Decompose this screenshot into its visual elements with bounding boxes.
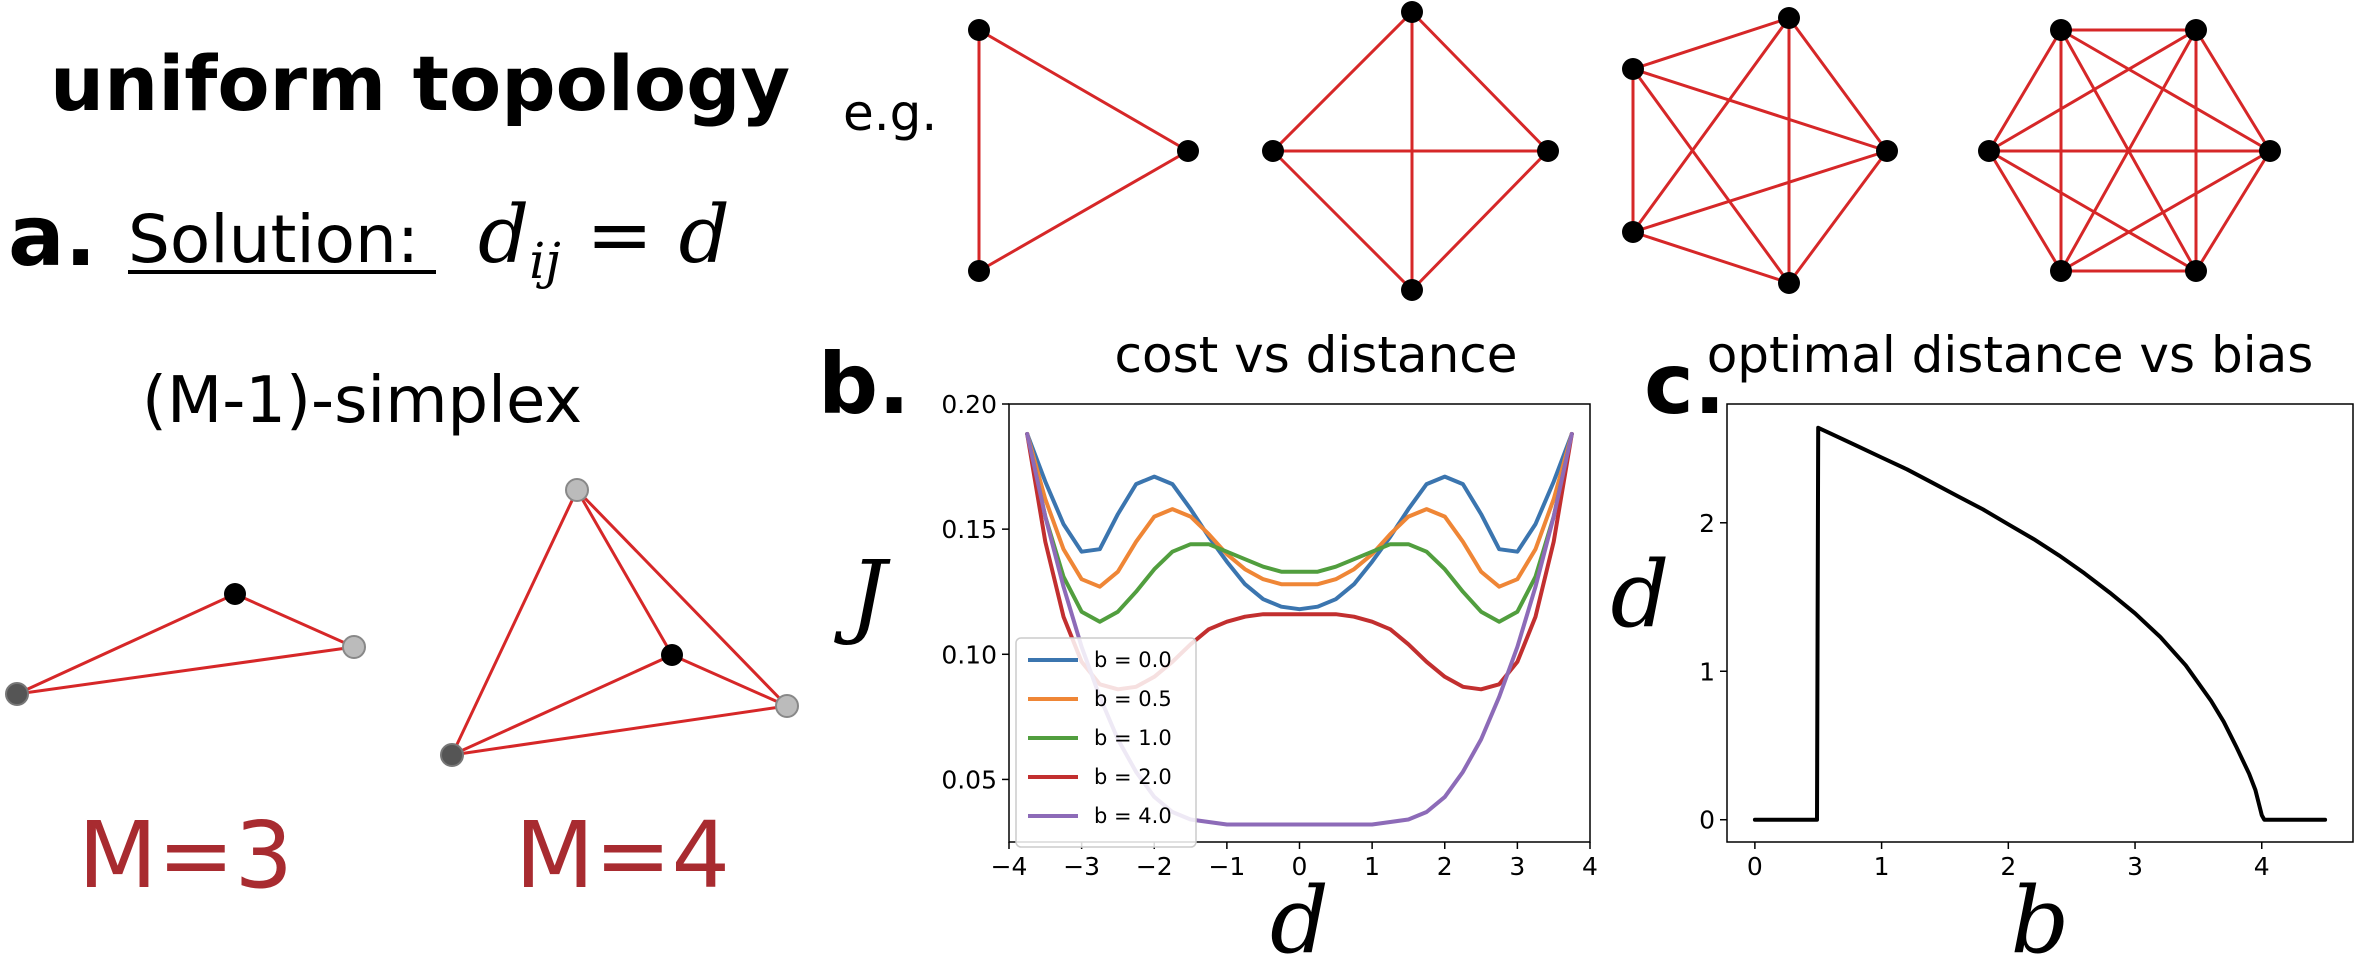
simplex-m3 (5, 583, 366, 706)
graph-node (1262, 140, 1284, 162)
graph-node (1978, 140, 2000, 162)
x-tick-label: 4 (2254, 852, 2270, 881)
graph-node (1537, 140, 1559, 162)
vertex-node (224, 583, 246, 605)
x-tick-label: −1 (1208, 852, 1245, 881)
panel-a-label: a. (8, 187, 97, 285)
vertex-node (440, 743, 464, 767)
graph-node (1177, 140, 1199, 162)
graph-node (2050, 19, 2072, 41)
x-tick-label: −4 (991, 852, 1028, 881)
x-tick-label: 4 (1582, 852, 1598, 881)
graph-node (968, 19, 990, 41)
example-graph-5 (1622, 7, 1898, 294)
vertex-node (5, 682, 29, 706)
simplex-m4 (440, 478, 799, 767)
y-tick-label: 1 (1699, 657, 1715, 686)
example-graph-3 (968, 19, 1199, 282)
graph-node (1401, 279, 1423, 301)
graph-node (1876, 140, 1898, 162)
graph-node (1401, 1, 1423, 23)
y-axis-label: d (1611, 541, 1670, 648)
legend-box (1015, 637, 1197, 848)
x-tick-label: 2 (1437, 852, 1453, 881)
panel-c-label: c. (1644, 335, 1726, 433)
plot-frame (1726, 403, 2354, 843)
x-tick-label: 3 (1509, 852, 1525, 881)
chart-b-title: cost vs distance (1114, 326, 1517, 384)
y-axis-label: J (834, 541, 892, 648)
graph-node (1622, 221, 1644, 243)
graph-node (2185, 260, 2207, 282)
simplex-label: (M-1)-simplex (142, 364, 582, 438)
vertex-node (661, 644, 683, 666)
panel-a-title: uniform topology (50, 39, 790, 128)
series-line (1025, 432, 1574, 624)
x-axis-label: b (2011, 867, 2070, 967)
graph-node (2050, 260, 2072, 282)
solution-label: Solution: (128, 201, 419, 278)
vertex-node (775, 694, 799, 718)
solution-equation: dij = d (478, 188, 730, 290)
legend-entry: b = 2.0 (1094, 765, 1172, 789)
x-tick-label: 0 (1747, 852, 1763, 881)
x-tick-label: 1 (1364, 852, 1380, 881)
y-tick-label: 2 (1699, 509, 1715, 538)
vertex-node (342, 635, 366, 659)
x-axis-label: d (1270, 867, 1329, 967)
chart-cost-vs-distance: −4 −3 −2 −1 0 1 2 3 4 0.05 0.10 0.15 0.20 d Jb = 0.0 b … (834, 390, 1598, 967)
legend-entry: b = 4.0 (1094, 804, 1172, 828)
y-tick-label: 0.05 (941, 765, 997, 794)
example-graph-6 (1978, 19, 2281, 282)
x-tick-label: −3 (1063, 852, 1100, 881)
panel-b-label: b. (818, 335, 910, 433)
legend-entry: b = 0.0 (1094, 648, 1172, 672)
x-tick-label: 3 (2127, 852, 2143, 881)
graph-node (2259, 140, 2281, 162)
y-tick-label: 0.10 (941, 640, 997, 669)
m3-label: M=3 (78, 802, 293, 909)
y-tick-label: 0.15 (941, 515, 997, 544)
graph-node (2185, 19, 2207, 41)
y-tick-label: 0.20 (941, 390, 997, 419)
x-tick-label: −2 (1136, 852, 1173, 881)
graph-node (1622, 58, 1644, 80)
chart-c-title: optimal distance vs bias (1707, 326, 2314, 384)
legend-entry: b = 0.5 (1094, 687, 1172, 711)
x-tick-label: 2 (2000, 852, 2016, 881)
vertex-node (565, 478, 589, 502)
series-line (1752, 425, 2328, 822)
series-line (1025, 432, 1574, 589)
legend-entry: b = 1.0 (1094, 726, 1172, 750)
example-graph-4 (1262, 1, 1559, 301)
graph-node (1778, 7, 1800, 29)
series-line (1025, 432, 1574, 612)
y-tick-label: 0 (1699, 806, 1715, 835)
graph-node (1778, 272, 1800, 294)
x-tick-label: 1 (1874, 852, 1890, 881)
graph-node (968, 260, 990, 282)
example-label: e.g. (843, 84, 937, 142)
m4-label: M=4 (515, 802, 730, 909)
x-tick-label: 0 (1292, 852, 1308, 881)
